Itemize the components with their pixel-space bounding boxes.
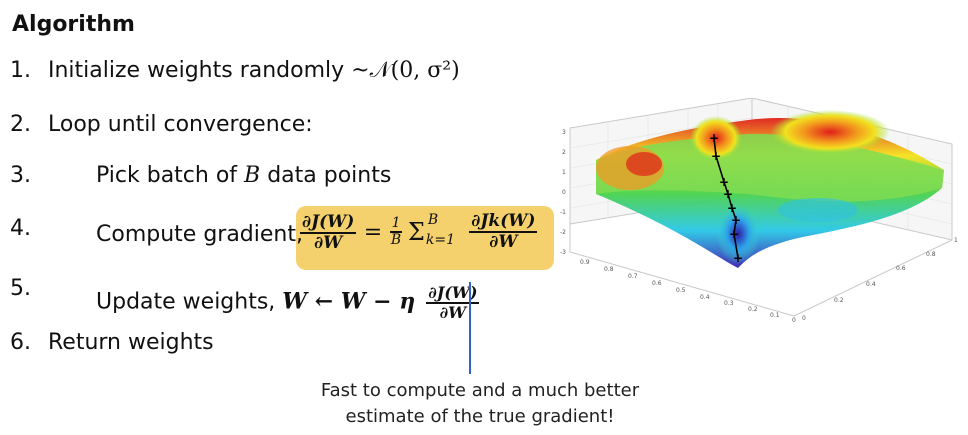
sum-upper-limit: B [427,212,439,228]
step-3-math: B [244,163,261,188]
callout-pointer-line [469,282,471,374]
svg-text:0.2: 0.2 [834,297,844,304]
svg-text:+: + [723,187,733,201]
sigma-symbol: Σ [407,218,425,246]
update-fraction: ∂J(W) ∂W [426,283,480,322]
step-4-number: 4. [10,216,31,241]
svg-text:-2: -2 [560,229,566,236]
step-1-number: 1. [10,58,31,83]
svg-text:1: 1 [562,169,566,176]
step-6: 6. Return weights [0,330,560,360]
step-3: 3. Pick batch of B data points [0,163,560,193]
callout-note: Fast to compute and a much better estima… [300,378,660,430]
step-5-number: 5. [10,276,31,301]
svg-text:-1: -1 [560,209,566,216]
svg-text:+: + [709,131,719,145]
z-axis-ticks: 3 2 1 0 -1 -2 -3 [560,129,566,256]
step-4: 4. Compute gradient, [0,216,560,266]
svg-text:-3: -3 [560,249,566,256]
step-6-text: Return weights [48,330,214,355]
svg-text:0: 0 [792,317,796,322]
callout-note-line-2: estimate of the true gradient! [345,406,615,427]
step-1: 1. Initialize weights randomly ~𝒩(0, σ²) [0,58,560,88]
one-over-b-denominator: B [390,232,402,248]
step-1-text: Initialize weights randomly [48,58,352,83]
svg-text:0.2: 0.2 [748,306,758,313]
svg-text:0.9: 0.9 [580,259,590,266]
equals-sign: = [363,219,383,245]
sum-lower-limit: k=1 [425,232,456,248]
svg-text:0.1: 0.1 [770,312,780,319]
step-3-text: Pick batch of [96,163,245,188]
svg-text:0.5: 0.5 [676,287,686,294]
sgd-steps: +++ +++ ++ [709,131,743,265]
svg-text:+: + [727,201,737,215]
gradient-fraction: ∂J(W) ∂W [300,212,357,253]
svg-text:0.6: 0.6 [896,265,906,272]
svg-text:0.8: 0.8 [926,251,936,258]
summation: Σ B k=1 [408,210,464,254]
svg-text:0.7: 0.7 [628,273,638,280]
svg-text:0.4: 0.4 [866,281,876,288]
step-5: 5. Update weights, W ← W − η ∂J(W) ∂W [0,276,560,326]
step-2-text: Loop until convergence: [48,112,313,137]
gradient-denominator: ∂W [314,233,343,253]
svg-text:+: + [711,149,721,163]
step-1-math: ~𝒩(0, σ²) [351,58,460,83]
svg-text:+: + [719,175,729,189]
svg-text:+: + [729,227,739,241]
svg-text:0.4: 0.4 [700,294,710,301]
svg-text:0.3: 0.3 [724,300,734,307]
step-3-number: 3. [10,163,31,188]
jk-denominator: ∂W [489,232,518,252]
surface [596,110,944,269]
y-axis-ticks: 0 0.2 0.4 0.6 0.8 1 [802,237,958,322]
one-over-b-fraction: 1 B [389,215,403,249]
step-6-number: 6. [10,330,31,355]
sgd-path [713,137,739,259]
step-5-text: Update weights, [96,289,283,315]
callout-note-line-1: Fast to compute and a much better [320,380,640,401]
gradient-formula: ∂J(W) ∂W = 1 B Σ B k=1 ∂Jk(W) ∂W [300,210,552,268]
gradient-highlight [296,206,554,270]
update-denominator: ∂W [439,302,467,322]
update-rule: W ← W − η [282,288,416,315]
svg-text:0.8: 0.8 [604,266,614,273]
jk-fraction: ∂Jk(W) ∂W [469,211,538,252]
algorithm-heading: Algorithm [12,12,135,37]
one-over-b-numerator: 1 [389,215,403,233]
svg-text:3: 3 [562,129,566,136]
x-axis-ticks: 0.9 0.8 0.7 0.6 0.5 0.4 0.3 0.2 0.1 0 [580,259,796,322]
svg-text:0: 0 [802,315,806,322]
jk-numerator: ∂Jk(W) [469,211,538,233]
svg-text:+: + [733,251,743,265]
loss-surface-plot: +++ +++ ++ 3 2 1 0 -1 -2 -3 0.9 0.8 0.7 … [560,98,958,322]
step-3-after: data points [260,163,392,188]
step-4-text: Compute gradient, [96,222,303,247]
step-2-number: 2. [10,112,31,137]
svg-text:0.6: 0.6 [652,280,662,287]
svg-text:0: 0 [562,189,566,196]
gradient-numerator: ∂J(W) [300,212,357,234]
update-numerator: ∂J(W) [426,283,480,304]
svg-text:2: 2 [562,149,566,156]
svg-text:+: + [731,213,741,227]
step-2: 2. Loop until convergence: [0,112,560,142]
svg-text:1: 1 [954,237,958,244]
